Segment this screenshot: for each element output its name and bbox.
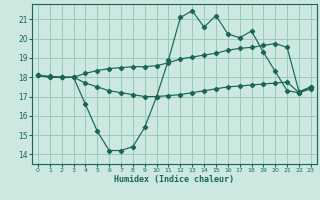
X-axis label: Humidex (Indice chaleur): Humidex (Indice chaleur) [115,175,234,184]
